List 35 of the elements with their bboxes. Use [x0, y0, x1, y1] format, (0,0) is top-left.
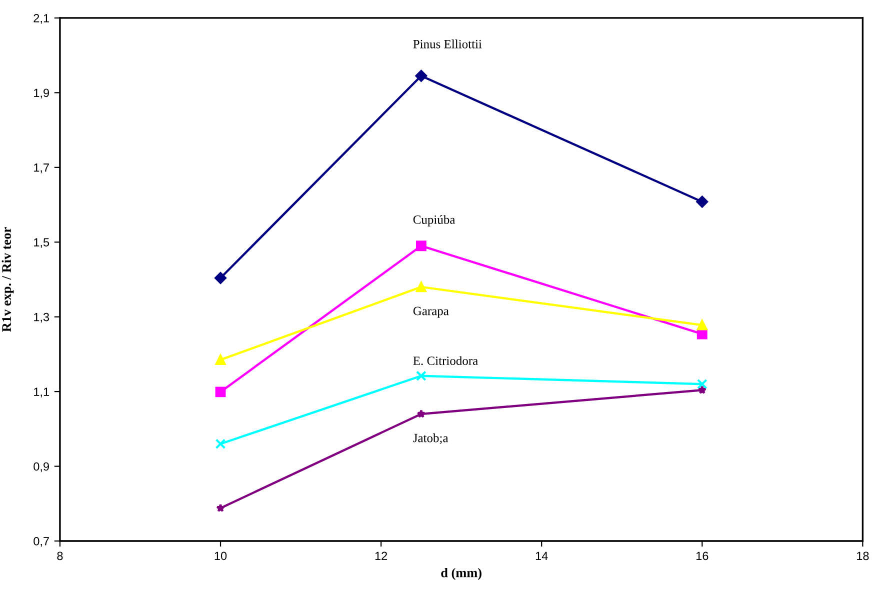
point [416, 240, 426, 252]
point [215, 438, 226, 450]
y-tick-label: 1,3 [34, 312, 50, 323]
series-label: Cupiúba [413, 215, 456, 226]
series-label: Garapa [413, 306, 449, 318]
y-tick-label: 1,9 [34, 88, 49, 98]
point [696, 378, 708, 390]
series-label: Jatob;a [413, 433, 448, 444]
point [698, 386, 706, 394]
x-axis-title: d (mm) [441, 568, 482, 580]
y-tick-label: 0,9 [34, 462, 49, 472]
x-tick-label: 10 [214, 552, 227, 560]
point [214, 272, 226, 284]
y-axis-title: R1v exp. / Riv teor [2, 227, 14, 332]
point [416, 370, 426, 382]
y-tick-label: 0,7 [34, 537, 49, 547]
x-tick-label: 16 [696, 552, 708, 560]
series-label: E. Citriodora [413, 356, 478, 366]
point [215, 354, 226, 366]
point [696, 196, 708, 208]
point [415, 70, 428, 82]
x-tick-label: 8 [57, 552, 63, 560]
x-tick-label: 18 [857, 552, 869, 560]
x-tick-label: 14 [536, 552, 548, 560]
point [416, 409, 426, 418]
y-tick-label: 1,7 [34, 164, 49, 174]
point [416, 282, 426, 292]
x-tick-label: 12 [375, 552, 388, 560]
point [216, 504, 225, 512]
y-tick-label: 2,1 [34, 14, 49, 24]
series-label: Pinus Elliottii [413, 40, 482, 48]
y-tick-label: 1,5 [34, 238, 50, 248]
point [215, 386, 226, 398]
point [696, 320, 708, 330]
y-tick-label: 1,1 [34, 388, 49, 398]
